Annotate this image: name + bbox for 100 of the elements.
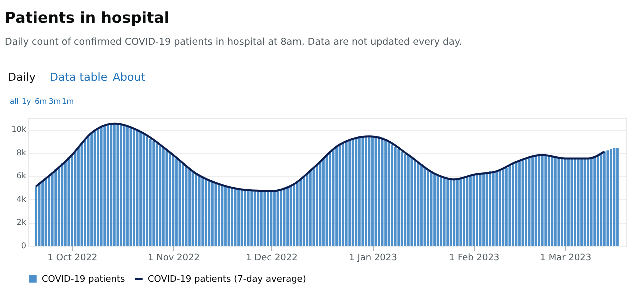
- bar: [436, 175, 440, 246]
- bar: [254, 191, 256, 246]
- bar: [113, 124, 116, 246]
- bar: [492, 172, 495, 246]
- y-tick-label: 0: [21, 242, 26, 250]
- bar: [208, 180, 211, 246]
- bar: [238, 190, 240, 246]
- bar: [64, 161, 67, 246]
- bar: [453, 180, 456, 246]
- bar: [84, 140, 86, 246]
- bar: [286, 186, 290, 246]
- bar: [554, 158, 557, 246]
- bar: [231, 188, 234, 246]
- x-tick-label: 1 Jan 2023: [349, 254, 398, 264]
- bar: [322, 158, 325, 246]
- bar: [584, 158, 586, 246]
- bar: [224, 186, 227, 246]
- bar: [198, 176, 201, 246]
- chart-subtitle: Daily count of confirmed COVID-19 patients in hospital at 8am. Data are not updated every day.: [5, 37, 462, 48]
- bar: [544, 155, 548, 246]
- bar: [407, 155, 410, 246]
- bar: [486, 172, 488, 246]
- bar: [489, 172, 492, 246]
- bar: [120, 124, 122, 246]
- bar: [518, 161, 521, 246]
- bar: [195, 174, 198, 246]
- bar: [293, 184, 296, 246]
- bar: [274, 190, 276, 246]
- bar: [192, 172, 194, 246]
- bar: [54, 169, 58, 246]
- bar: [404, 154, 407, 246]
- bar: [159, 146, 162, 246]
- bar: [496, 172, 498, 246]
- bar: [372, 136, 374, 246]
- bar: [400, 152, 404, 246]
- bar: [560, 158, 564, 246]
- bar: [264, 191, 266, 246]
- legend-label: COVID-19 patients: [42, 275, 126, 285]
- bar: [364, 136, 368, 246]
- x-tick-label: 1 Nov 2022: [148, 254, 200, 264]
- bar: [414, 160, 416, 246]
- bar: [100, 127, 103, 246]
- bar: [106, 124, 110, 246]
- bar: [146, 136, 149, 246]
- bar: [587, 158, 590, 246]
- bar: [338, 144, 342, 246]
- bar: [244, 190, 247, 246]
- bar: [532, 156, 534, 246]
- bar: [266, 191, 270, 246]
- bar: [534, 155, 538, 246]
- bar: [610, 149, 612, 246]
- y-tick-label: 10k: [12, 125, 27, 134]
- line-series: [35, 122, 606, 192]
- bar: [398, 149, 400, 246]
- bar: [214, 183, 218, 246]
- bar: [420, 164, 423, 246]
- bar: [362, 138, 364, 246]
- bar: [257, 191, 260, 246]
- bar: [140, 132, 142, 246]
- bar: [525, 158, 528, 246]
- bar: [280, 188, 282, 246]
- bar: [446, 178, 450, 246]
- bar: [51, 172, 54, 246]
- bar: [558, 158, 560, 246]
- bar: [568, 158, 570, 246]
- bar: [548, 155, 550, 246]
- bar: [440, 176, 443, 246]
- text: Data table: [50, 71, 108, 84]
- x-tick-label: 1 Mar 2023: [540, 254, 592, 264]
- bar: [176, 158, 178, 246]
- bar: [508, 166, 512, 246]
- bar: [240, 190, 244, 246]
- bar: [309, 172, 312, 246]
- text: Daily: [8, 71, 36, 84]
- bar: [94, 130, 96, 246]
- bar: [104, 126, 106, 246]
- bar: [427, 169, 430, 246]
- bar: [116, 124, 120, 246]
- bar: [188, 169, 192, 246]
- bar: [348, 141, 352, 246]
- bar: [302, 177, 306, 246]
- bar: [378, 136, 380, 246]
- bar: [90, 133, 94, 246]
- bar: [149, 138, 152, 246]
- bar: [600, 152, 603, 246]
- bar: [352, 140, 354, 246]
- bar: [142, 134, 146, 246]
- bar: [391, 144, 394, 246]
- bar: [502, 169, 505, 246]
- bar: [345, 142, 348, 246]
- bar: [247, 191, 250, 246]
- bar: [110, 124, 113, 246]
- bar: [434, 174, 436, 246]
- bar: [482, 172, 486, 246]
- bar: [596, 155, 600, 246]
- bar: [450, 178, 452, 246]
- bar: [290, 185, 292, 246]
- bar: [300, 180, 302, 246]
- bar: [168, 152, 172, 246]
- bar: [152, 141, 156, 246]
